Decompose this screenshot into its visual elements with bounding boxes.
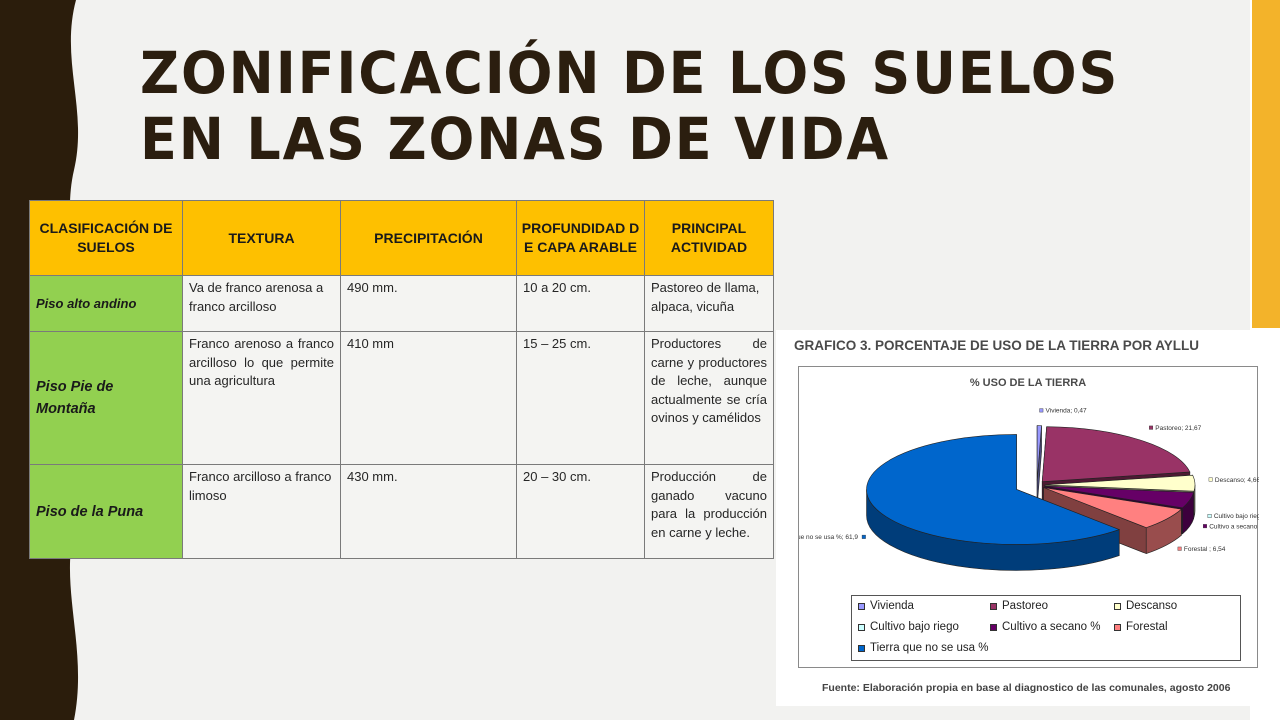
legend-label: Forestal — [1126, 621, 1168, 633]
pie-slice-pastoreo — [1041, 426, 1191, 482]
row-precipitacion: 430 mm. — [340, 464, 517, 559]
table-row: Piso alto andino Va de franco arenosa a … — [29, 275, 774, 332]
pie-data-label: Cultivo a secano %; 4,6 — [1209, 523, 1259, 530]
legend-label: Tierra que no se usa % — [870, 642, 989, 654]
chart-frame: % USO DE LA TIERRA Vivienda; 0,47 Pastore… — [798, 366, 1259, 668]
pie-slice-cultivo-a-secano — [1044, 485, 1195, 509]
page-title: Zonificación de los suelos en las zonas … — [140, 39, 1120, 173]
legend-item: Cultivo a secano % — [990, 621, 1100, 633]
row-precipitacion: 410 mm — [340, 331, 517, 465]
legend-swatch — [990, 623, 997, 631]
legend-item: Forestal — [1114, 621, 1168, 633]
legend-label: Cultivo a secano % — [1002, 621, 1101, 633]
soil-zoning-table: CLASIFICACIÓN DE SUELOS TEXTURA PRECIPIT… — [29, 200, 774, 559]
pie-label-swatch — [1177, 546, 1182, 551]
pie-chart: Vivienda; 0,47 Pastoreo; 21,67 Descanso; 4… — [799, 408, 1259, 571]
header-actividad: PRINCIPAL ACTIVIDAD — [644, 200, 774, 276]
legend-item: Descanso — [1114, 600, 1177, 612]
legend-item: Cultivo bajo riego — [858, 621, 959, 633]
pie-data-label: Cultivo bajo riego; 0 — [1214, 513, 1259, 520]
row-textura: Va de franco arenosa a franco arcilloso — [182, 275, 341, 332]
row-profundidad: 20 – 30 cm. — [516, 464, 645, 559]
pie-label-swatch — [861, 534, 866, 539]
pie-label-swatch — [1207, 514, 1212, 518]
table-header-row: CLASIFICACIÓN DE SUELOS TEXTURA PRECIPIT… — [29, 200, 774, 276]
table-row: Piso de la Puna Franco arcilloso a franc… — [29, 464, 774, 559]
legend-label: Descanso — [1126, 600, 1178, 612]
pie-slice-tierra-que-no-se-usa — [866, 434, 1121, 545]
header-clasificacion: CLASIFICACIÓN DE SUELOS — [29, 200, 183, 276]
header-precipitacion: PRECIPITACIÓN — [340, 200, 517, 276]
right-accent-bar — [1252, 0, 1280, 328]
row-actividad: Producción de ganado vacuno para la prod… — [644, 464, 774, 559]
legend-swatch — [1114, 602, 1121, 610]
row-clasificacion: Piso Pie de Montaña — [29, 331, 183, 465]
pie-data-label: Pastoreo; 21,67 — [1155, 425, 1201, 432]
legend-item: Vivienda — [858, 600, 914, 612]
row-actividad: Productores de carne y productores de le… — [644, 331, 774, 465]
pie-label-swatch — [1208, 477, 1213, 482]
legend-swatch — [858, 623, 865, 631]
legend-item: Tierra que no se usa % — [858, 642, 988, 654]
row-textura: Franco arcilloso a franco limoso — [182, 464, 341, 559]
row-clasificacion: Piso de la Puna — [29, 464, 183, 559]
legend-label: Cultivo bajo riego — [870, 621, 959, 633]
row-textura: Franco arenoso a franco arcilloso lo que… — [182, 331, 341, 465]
land-use-chart-panel: GRAFICO 3. PORCENTAJE DE USO DE LA TIERR… — [776, 330, 1280, 706]
row-profundidad: 10 a 20 cm. — [516, 275, 645, 332]
pie-data-label: Forestal ; 6,54 — [1184, 546, 1226, 553]
legend-label: Pastoreo — [1002, 600, 1049, 612]
legend-swatch — [858, 644, 865, 652]
legend-item: Pastoreo — [990, 600, 1048, 612]
chart-subtitle: % USO DE LA TIERRA — [969, 377, 1087, 389]
chart-legend: Vivienda Pastoreo Descanso Cultivo bajo rie… — [851, 595, 1241, 661]
chart-source: Fuente: Elaboración propia en base al di… — [822, 682, 1231, 694]
pie-data-label: Tierra que no se usa %; 61,9 — [799, 534, 858, 541]
row-clasificacion: Piso alto andino — [29, 275, 183, 332]
legend-swatch — [1114, 623, 1121, 631]
header-profundidad: PROFUNDIDAD DE CAPA ARABLE — [516, 200, 645, 276]
pie-slice-forestal — [1043, 487, 1183, 528]
pie-label-swatch — [1149, 425, 1154, 430]
header-textura: TEXTURA — [182, 200, 341, 276]
pie-data-label: Vivienda; 0,47 — [1046, 408, 1087, 415]
row-precipitacion: 490 mm. — [340, 275, 517, 332]
row-actividad: Pastoreo de llama, alpaca, vicuña — [644, 275, 774, 332]
legend-swatch — [858, 602, 865, 610]
legend-swatch — [990, 602, 997, 610]
pie-label-swatch — [1039, 408, 1044, 413]
legend-label: Vivienda — [870, 600, 914, 612]
chart-title: GRAFICO 3. PORCENTAJE DE USO DE LA TIERR… — [794, 338, 1200, 353]
table-row: Piso Pie de Montaña Franco arenoso a fra… — [29, 331, 774, 465]
pie-slice-descanso — [1044, 474, 1196, 492]
pie-data-label: Descanso; 4,66 — [1215, 477, 1259, 484]
pie-slice-vivienda — [1036, 425, 1042, 481]
pie-label-swatch — [1202, 524, 1207, 529]
row-profundidad: 15 – 25 cm. — [516, 331, 645, 465]
